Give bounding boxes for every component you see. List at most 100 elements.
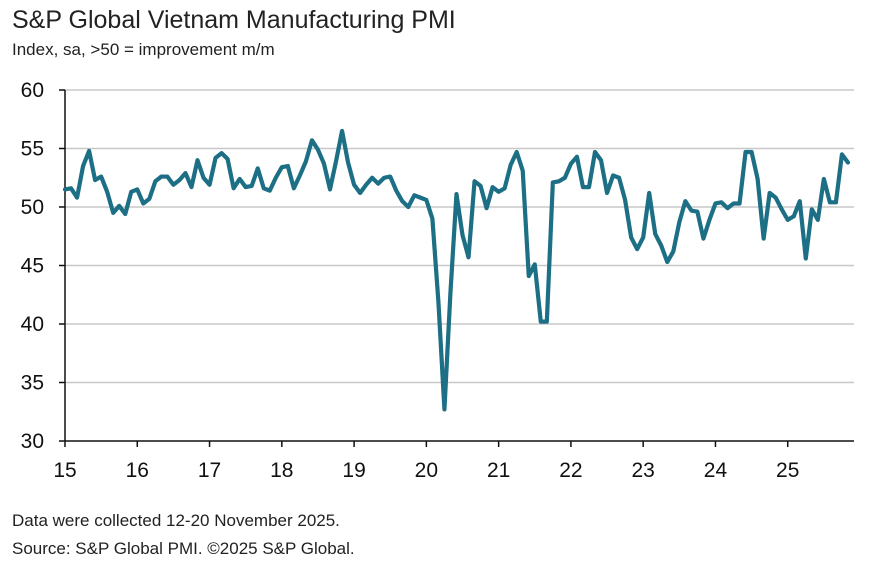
data-point bbox=[521, 169, 524, 172]
data-point bbox=[786, 219, 789, 221]
data-point bbox=[618, 176, 620, 179]
x-tick-label: 22 bbox=[559, 459, 582, 482]
data-point bbox=[250, 185, 253, 187]
data-point bbox=[82, 165, 84, 167]
data-point bbox=[823, 178, 825, 180]
data-point bbox=[100, 175, 102, 178]
data-point bbox=[726, 207, 729, 209]
data-point bbox=[196, 159, 199, 161]
y-tick-label: 35 bbox=[21, 372, 44, 395]
data-point bbox=[756, 178, 759, 180]
y-tick-label: 30 bbox=[21, 430, 44, 453]
axes bbox=[59, 89, 854, 447]
y-tick-label: 55 bbox=[21, 138, 44, 161]
data-point bbox=[503, 187, 506, 190]
series-layer bbox=[62, 128, 851, 412]
data-point bbox=[172, 183, 175, 186]
data-point bbox=[678, 221, 681, 224]
data-point bbox=[768, 192, 771, 194]
data-point bbox=[780, 208, 783, 211]
data-point bbox=[413, 194, 416, 197]
data-point bbox=[750, 151, 753, 153]
data-point bbox=[485, 207, 488, 209]
data-point bbox=[383, 176, 386, 179]
data-point bbox=[817, 219, 819, 221]
x-tick-label: 17 bbox=[198, 459, 221, 482]
data-point bbox=[443, 408, 446, 411]
data-point bbox=[377, 182, 379, 185]
pmi-line-chart: 30 35 40 45 50 55 60 15 16 17 18 19 20 21 22 23 24 25 bbox=[21, 79, 854, 482]
data-point bbox=[293, 187, 295, 190]
data-point bbox=[624, 199, 626, 201]
data-point bbox=[88, 150, 90, 152]
data-point bbox=[64, 188, 66, 191]
y-tick-label: 50 bbox=[21, 196, 44, 219]
data-point bbox=[570, 162, 572, 165]
data-point bbox=[130, 190, 133, 193]
data-point bbox=[660, 244, 663, 247]
data-point bbox=[636, 248, 638, 250]
data-point bbox=[118, 205, 120, 207]
data-point bbox=[214, 157, 217, 159]
data-point bbox=[112, 212, 114, 214]
source-note: Source: S&P Global PMI. ©2025 S&P Global… bbox=[12, 539, 355, 558]
data-point bbox=[437, 300, 440, 303]
data-point bbox=[612, 174, 614, 177]
data-point bbox=[281, 166, 283, 169]
chart-title: S&P Global Vietnam Manufacturing PMI bbox=[12, 6, 456, 34]
data-point bbox=[262, 187, 265, 190]
data-point bbox=[365, 183, 367, 186]
data-point bbox=[841, 153, 843, 156]
data-point bbox=[702, 237, 705, 240]
data-point bbox=[491, 186, 494, 188]
data-point bbox=[473, 180, 476, 183]
data-point bbox=[594, 151, 596, 153]
x-tick-label: 20 bbox=[415, 459, 438, 482]
data-point bbox=[425, 199, 428, 201]
data-point bbox=[317, 148, 319, 151]
x-tick-label: 15 bbox=[53, 459, 76, 482]
data-point bbox=[792, 215, 795, 218]
data-point bbox=[467, 256, 470, 259]
data-point bbox=[401, 200, 404, 202]
x-tick-label: 24 bbox=[704, 459, 728, 482]
data-point bbox=[527, 275, 530, 277]
data-point bbox=[479, 185, 482, 187]
series-line-0 bbox=[62, 128, 851, 412]
data-collection-note: Data were collected 12-20 November 2025. bbox=[12, 511, 340, 530]
data-point bbox=[648, 192, 650, 194]
data-point bbox=[160, 175, 163, 178]
data-point bbox=[582, 186, 584, 188]
data-point bbox=[515, 151, 518, 153]
data-point bbox=[305, 160, 307, 163]
data-point bbox=[774, 196, 777, 199]
x-tick-label: 18 bbox=[270, 459, 293, 482]
data-point bbox=[347, 161, 349, 164]
data-point bbox=[588, 186, 590, 188]
data-point bbox=[359, 192, 361, 194]
data-point bbox=[323, 162, 325, 165]
x-tick-label: 25 bbox=[776, 459, 799, 482]
data-point bbox=[811, 208, 813, 211]
data-point bbox=[546, 320, 548, 323]
data-point bbox=[184, 172, 187, 174]
data-point bbox=[600, 159, 602, 161]
data-point bbox=[431, 217, 434, 220]
data-point bbox=[70, 187, 72, 190]
data-point bbox=[287, 165, 289, 167]
data-point bbox=[148, 198, 151, 200]
data-point bbox=[335, 160, 337, 163]
data-point bbox=[630, 236, 632, 239]
data-point bbox=[136, 188, 139, 191]
data-point bbox=[738, 202, 741, 205]
data-point bbox=[106, 190, 108, 193]
data-point bbox=[341, 130, 343, 132]
data-point bbox=[256, 167, 259, 170]
tick-labels: 30 35 40 45 50 55 60 15 16 17 18 19 20 21 22 23 24 25 bbox=[21, 79, 800, 482]
data-point bbox=[449, 291, 452, 294]
data-point bbox=[509, 164, 512, 166]
grid-lines bbox=[65, 89, 854, 384]
x-tick-label: 21 bbox=[487, 459, 510, 482]
data-point bbox=[497, 190, 500, 193]
data-point bbox=[835, 201, 837, 204]
